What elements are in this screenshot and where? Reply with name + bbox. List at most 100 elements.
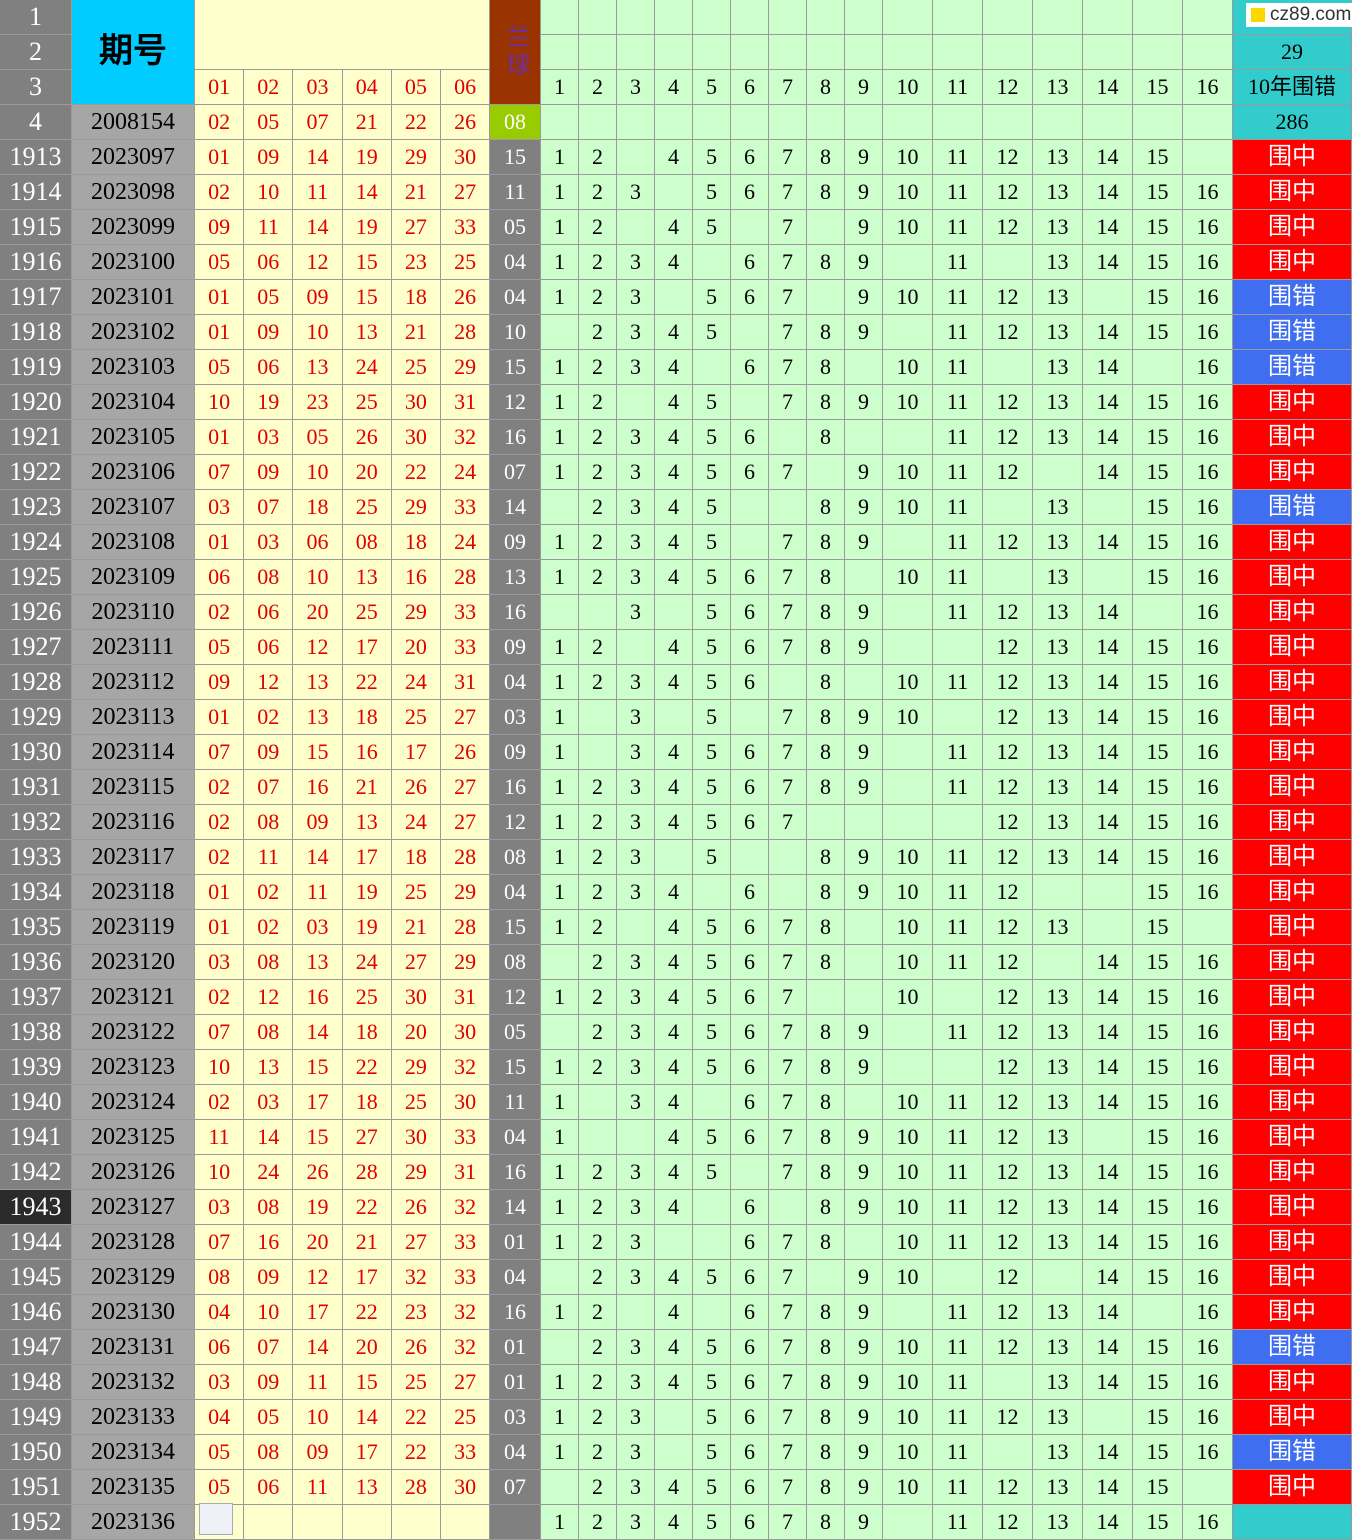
hit-number: 6 [731,420,769,455]
red-number: 06 [195,1330,245,1365]
hit-number [1133,595,1183,630]
row-number: 1952 [0,1505,72,1540]
hit-number [693,1085,731,1120]
hit-number [807,210,845,245]
hit-number [693,1225,731,1260]
hit-number: 2 [579,770,617,805]
hit-number: 14 [1083,420,1133,455]
hit-number: 7 [769,245,807,280]
hit-number: 16 [1183,1155,1233,1190]
hit-blank [579,105,617,140]
red-number: 30 [441,140,491,175]
hit-number: 6 [731,560,769,595]
row-number: 1925 [0,560,72,595]
red-number: 11 [293,1365,343,1400]
hit-number: 3 [617,700,655,735]
hit-number: 12 [983,805,1033,840]
hit-number: 8 [807,630,845,665]
hit-number [1033,1260,1083,1295]
hit-number: 8 [807,735,845,770]
hit-number: 3 [617,770,655,805]
red-number: 11 [293,1470,343,1505]
hit-number: 2 [579,525,617,560]
hit-number: 9 [845,595,883,630]
hit-number: 13 [1033,770,1083,805]
red-number: 22 [342,665,392,700]
result: 围中 [1233,1120,1352,1155]
red-number: 14 [293,840,343,875]
red-number: 13 [342,1470,392,1505]
red-number: 10 [293,315,343,350]
hit-number: 5 [693,1050,731,1085]
hit-number: 14 [1083,980,1133,1015]
red-number: 12 [293,245,343,280]
hit-number: 11 [933,350,983,385]
red-number [441,1505,491,1540]
red-number: 25 [342,490,392,525]
hit-number: 4 [655,210,693,245]
hit-number: 15 [1133,210,1183,245]
hit-number: 11 [933,175,983,210]
hit-number: 7 [769,210,807,245]
hit-number [617,385,655,420]
hit-number: 11 [933,1155,983,1190]
hit-header: 15 [1133,70,1183,105]
hit-number: 6 [731,350,769,385]
issue: 2023122 [72,1015,195,1050]
hit-number: 12 [983,1295,1033,1330]
hit-number: 2 [579,805,617,840]
red-number: 26 [441,735,491,770]
hit-number: 1 [541,175,579,210]
hit-number: 15 [1133,840,1183,875]
hit-header: 4 [655,70,693,105]
paste-options-icon[interactable] [199,1503,233,1535]
hit-number: 6 [731,735,769,770]
red-number: 02 [195,175,245,210]
hit-number: 9 [845,630,883,665]
red-number: 23 [391,1295,441,1330]
hit-number [769,490,807,525]
hit-blank [983,105,1033,140]
issue: 2023114 [72,735,195,770]
red-number: 26 [391,1190,441,1225]
hit-number: 7 [769,945,807,980]
red-number: 09 [244,315,294,350]
red-number: 06 [244,630,294,665]
red-number: 10 [195,1050,245,1085]
hit-number: 16 [1183,1225,1233,1260]
hit-number: 13 [1033,1365,1083,1400]
hit-number: 16 [1183,490,1233,525]
hit-number: 5 [693,490,731,525]
hit-header-blank [655,0,693,35]
hit-number [1033,875,1083,910]
hit-number [807,980,845,1015]
hit-number: 9 [845,1015,883,1050]
hit-number: 3 [617,1505,655,1540]
hit-number: 11 [933,385,983,420]
hit-number: 12 [983,1190,1033,1225]
red-number: 14 [342,1400,392,1435]
hit-number: 16 [1183,560,1233,595]
hit-number: 1 [541,735,579,770]
hit-number [883,630,933,665]
hit-number: 3 [617,175,655,210]
summary-cell: 286 [1233,105,1352,140]
red-number: 16 [293,770,343,805]
hit-number: 2 [579,280,617,315]
hit-number [1083,560,1133,595]
hit-number: 7 [769,280,807,315]
result: 围中 [1233,245,1352,280]
result: 围中 [1233,945,1352,980]
hit-number: 5 [693,1505,731,1540]
hit-number: 2 [579,1400,617,1435]
row-number: 1923 [0,490,72,525]
hit-number: 6 [731,1365,769,1400]
hit-number: 6 [731,1190,769,1225]
red-number: 08 [244,945,294,980]
hit-number: 8 [807,245,845,280]
hit-number: 3 [617,420,655,455]
hit-number: 3 [617,1400,655,1435]
red-number: 03 [195,1190,245,1225]
red-number: 08 [244,1015,294,1050]
hit-number: 8 [807,945,845,980]
